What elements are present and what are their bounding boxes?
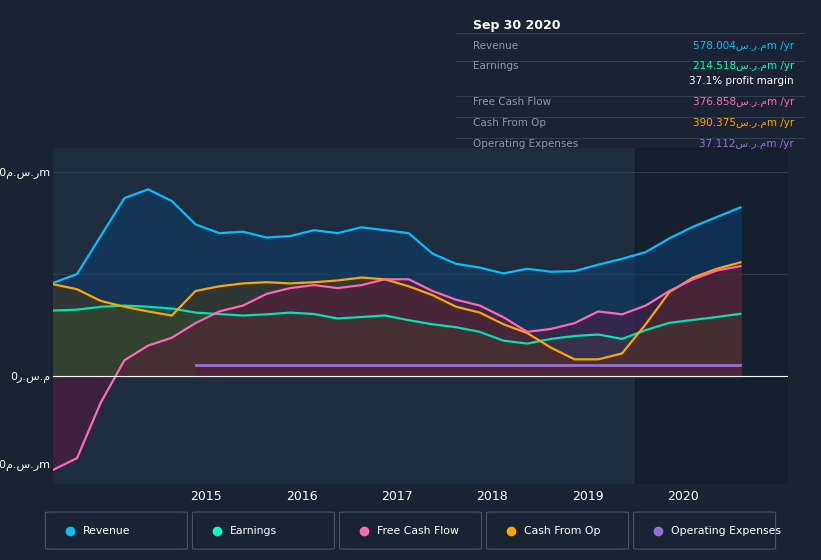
Text: Cash From Op: Cash From Op [525, 526, 601, 535]
Text: Earnings: Earnings [230, 526, 277, 535]
Text: Revenue: Revenue [473, 41, 518, 51]
Text: Free Cash Flow: Free Cash Flow [378, 526, 459, 535]
Text: 376.858س.ر.مm /yr: 376.858س.ر.مm /yr [693, 97, 794, 107]
Text: Earnings: Earnings [473, 61, 519, 71]
Text: Sep 30 2020: Sep 30 2020 [473, 19, 561, 32]
Text: 390.375س.ر.مm /yr: 390.375س.ر.مm /yr [693, 118, 794, 128]
Text: Free Cash Flow: Free Cash Flow [473, 97, 551, 107]
Text: 37.1% profit margin: 37.1% profit margin [690, 76, 794, 86]
Text: Operating Expenses: Operating Expenses [672, 526, 782, 535]
Text: 578.004س.ر.مm /yr: 578.004س.ر.مm /yr [693, 41, 794, 51]
Text: 214.518س.ر.مm /yr: 214.518س.ر.مm /yr [693, 61, 794, 71]
Text: 37.112س.ر.مm /yr: 37.112س.ر.مm /yr [699, 139, 794, 150]
Bar [635, 148, 788, 484]
Text: Cash From Op: Cash From Op [473, 118, 546, 128]
Text: Revenue: Revenue [83, 526, 131, 535]
Text: Operating Expenses: Operating Expenses [473, 139, 578, 150]
